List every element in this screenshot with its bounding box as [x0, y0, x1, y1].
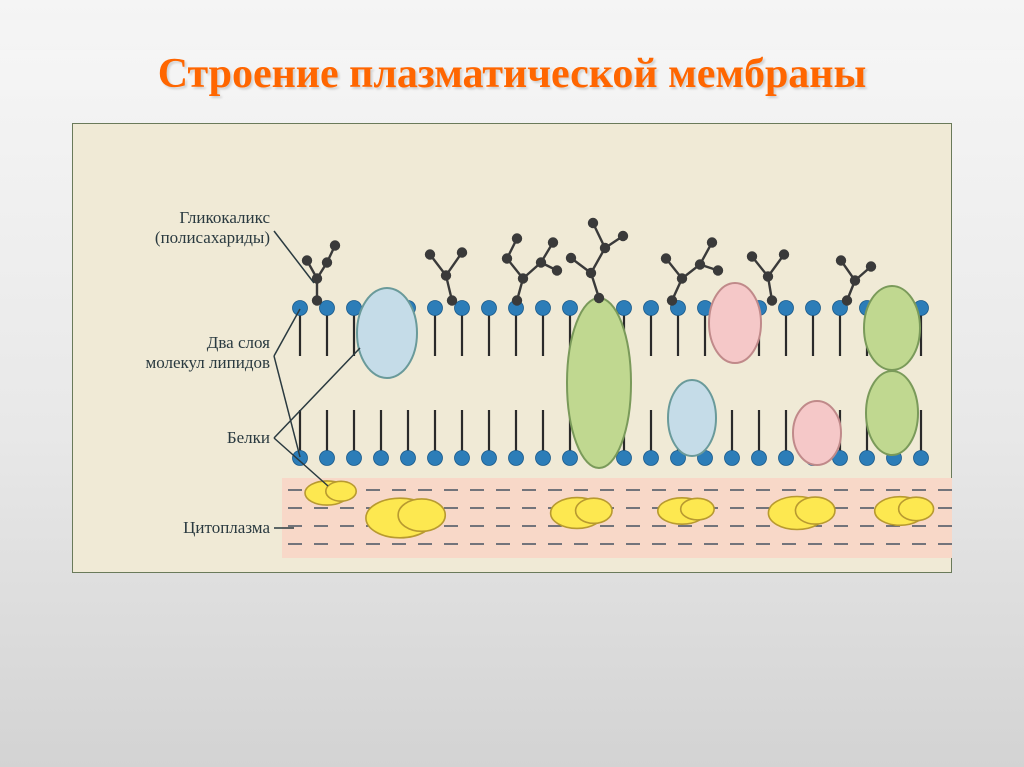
svg-text:Гликокаликс: Гликокаликс: [179, 208, 270, 227]
svg-text:молекул липидов: молекул липидов: [145, 353, 270, 372]
svg-text:Два слоя: Два слоя: [207, 333, 270, 352]
svg-text:(полисахариды): (полисахариды): [155, 228, 270, 247]
page-title: Строение плазматической мембраны: [0, 50, 1024, 98]
svg-text:Белки: Белки: [227, 428, 270, 447]
svg-text:Цитоплазма: Цитоплазма: [183, 518, 270, 537]
membrane-diagram: Гликокаликс(полисахариды) Два слоямолекул…: [72, 123, 952, 573]
